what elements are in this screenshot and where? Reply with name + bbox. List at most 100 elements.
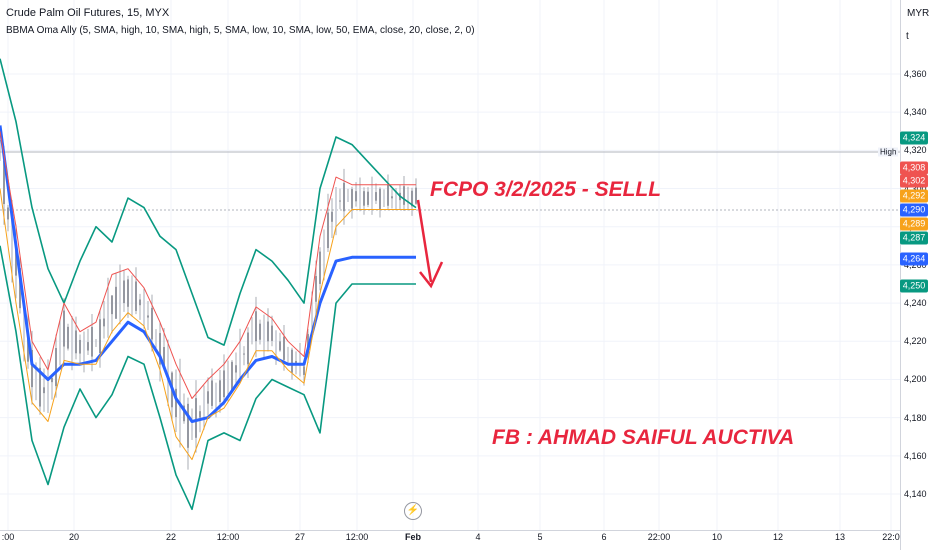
candle-body: [279, 341, 281, 351]
candle-body: [79, 339, 81, 354]
candle-body: [175, 388, 177, 418]
candle-body: [343, 182, 345, 212]
candle-body: [415, 187, 417, 204]
time-tick-label: 22:00: [647, 532, 671, 542]
price-axis[interactable]: [900, 0, 932, 550]
price-chart[interactable]: [0, 0, 900, 530]
candle-body: [331, 211, 333, 222]
candle-body: [39, 367, 41, 407]
price-tick-label: 4,340: [904, 107, 927, 118]
candle-body: [195, 398, 197, 438]
candle-body: [139, 299, 141, 306]
candle-body: [267, 321, 269, 342]
candle-body: [119, 282, 121, 308]
indicator-legend[interactable]: BBMA Oma Ally (5, SMA, high, 10, SMA, hi…: [6, 25, 475, 36]
indicator-series: [0, 58, 417, 511]
candle-body: [223, 370, 225, 398]
time-tick-label: 22: [165, 532, 177, 542]
candle-body: [263, 322, 265, 346]
time-tick-label: 4: [475, 532, 481, 542]
time-tick-label: 13: [834, 532, 846, 542]
price-tick-label: 4,360: [904, 69, 927, 79]
candle-body: [239, 343, 241, 376]
candle-body: [235, 365, 237, 373]
time-tick-label: 22:0: [882, 532, 900, 542]
lightning-icon[interactable]: ⚡: [404, 502, 422, 520]
time-tick-label: 6: [601, 532, 607, 542]
candle-body: [123, 280, 125, 304]
candle-body: [379, 188, 381, 209]
chart-title: Crude Palm Oil Futures, 15, MYX: [6, 7, 170, 19]
series-line-ema50: [0, 125, 416, 423]
candle-body: [211, 380, 213, 406]
candle-body: [3, 160, 5, 205]
candle-body: [347, 195, 349, 202]
candle-body: [71, 329, 73, 355]
price-label-tag: 4,308: [900, 161, 928, 175]
candle-body: [327, 212, 329, 249]
candle-body: [411, 190, 413, 207]
candle-body: [219, 380, 221, 402]
candle-body: [115, 286, 117, 319]
price-label-tag: 4,287: [900, 231, 928, 245]
candle-body: [291, 349, 293, 373]
candle-body: [103, 318, 105, 327]
candle-body: [371, 186, 373, 205]
candle-body: [367, 191, 369, 205]
candlestick-series: [0, 139, 417, 470]
candle-body: [163, 347, 165, 369]
candle-body: [51, 377, 53, 383]
series-line-high-ma: [0, 131, 416, 399]
price-label-tag: 4,264: [900, 252, 928, 266]
time-axis[interactable]: [0, 530, 900, 551]
candle-body: [191, 427, 193, 432]
candle-body: [335, 187, 337, 223]
candle-body: [107, 291, 109, 329]
candle-body: [359, 187, 361, 205]
candle-body: [63, 310, 65, 347]
candle-body: [31, 349, 33, 388]
signal-annotation: FCPO 3/2/2025 - SELLL: [430, 178, 662, 201]
candle-body: [75, 330, 77, 354]
candle-body: [311, 306, 313, 326]
candle-body: [59, 339, 61, 354]
candle-body: [323, 240, 325, 261]
candle-body: [351, 189, 353, 209]
candle-body: [67, 326, 69, 349]
candle-body: [147, 315, 149, 318]
candle-body: [91, 326, 93, 357]
candle-body: [87, 342, 89, 351]
chart-grid: [0, 0, 900, 530]
candle-body: [227, 371, 229, 387]
candle-body: [231, 361, 233, 392]
price-label-tag: 4,250: [900, 279, 928, 293]
candle-body: [183, 405, 185, 422]
candle-body: [99, 319, 101, 354]
candle-body: [143, 294, 145, 325]
candle-body: [303, 366, 305, 375]
candle-body: [127, 279, 129, 307]
candle-body: [199, 411, 201, 418]
currency-label[interactable]: MYR: [907, 8, 930, 19]
candle-body: [275, 330, 277, 353]
price-label-tag: 4,290: [900, 203, 928, 217]
candle-body: [383, 195, 385, 200]
candle-body: [23, 304, 25, 339]
price-tick-label: 4,200: [904, 374, 927, 385]
series-line-upper: [0, 58, 417, 346]
candle-body: [43, 387, 45, 394]
sell-arrow: [416, 199, 444, 289]
price-tick-label: 4,160: [904, 450, 927, 461]
time-tick-label: Feb: [404, 532, 422, 542]
time-tick-label: 5: [537, 532, 543, 542]
candle-body: [95, 342, 97, 344]
candle-body: [287, 353, 289, 357]
price-label-tag: 4,324: [900, 131, 928, 145]
price-label-tag: 4,302: [900, 174, 928, 188]
time-tick-label: 10: [711, 532, 723, 542]
candle-body: [387, 184, 389, 206]
candle-body: [259, 323, 261, 340]
candle-body: [355, 191, 357, 202]
candle-body: [247, 332, 249, 365]
candle-body: [151, 307, 153, 340]
